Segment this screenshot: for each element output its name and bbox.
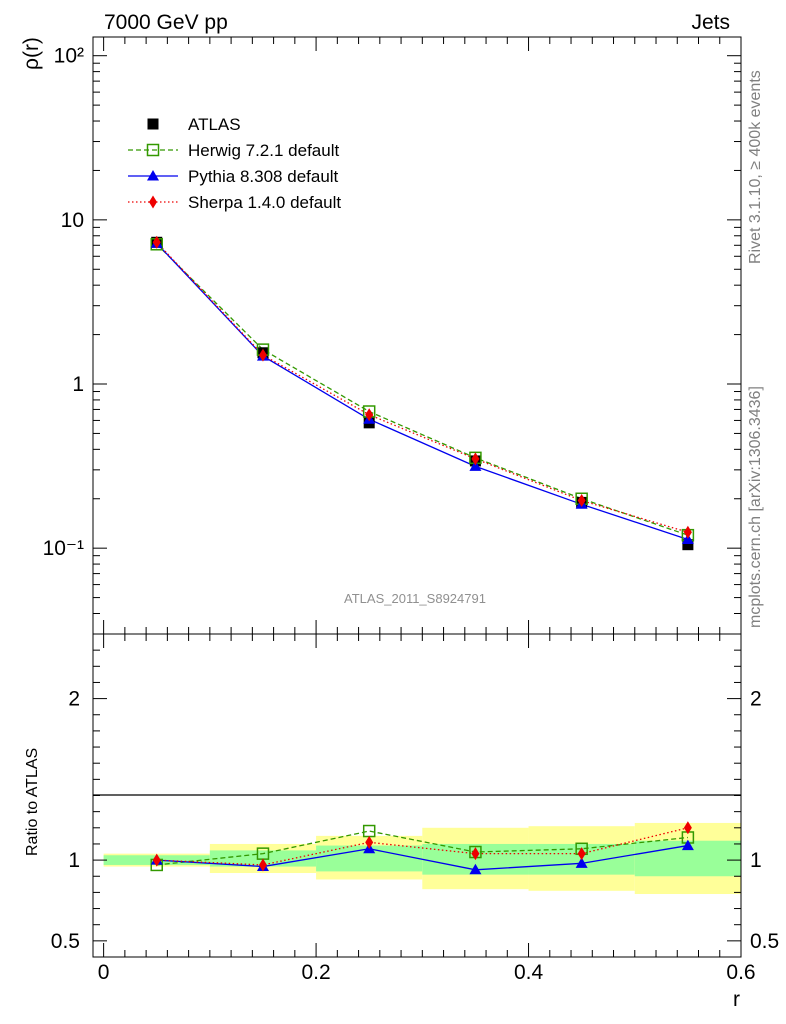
main-line-pythia bbox=[156, 242, 689, 541]
ratio-panel: Ratio to ATLAS 0.5 0.5 1 1 2 2 0 0.2 0.4 0.6 r bbox=[24, 633, 779, 1011]
ratio-line-sherpa bbox=[156, 827, 689, 866]
mcplots-source-label: mcplots.cern.ch [arXiv:1306.3436] bbox=[747, 386, 764, 628]
ratio-series-group bbox=[150, 821, 695, 875]
main-y-tick-label: 10² bbox=[54, 45, 84, 68]
main-y-tick-labels: 10⁻¹ 1 10 10² bbox=[43, 45, 84, 560]
main-series-group bbox=[150, 235, 695, 551]
main-point-sherpa bbox=[471, 452, 480, 466]
x-tick-labels: 0 0.2 0.4 0.6 bbox=[98, 961, 756, 984]
ratio-y-tick-label-right: 0.5 bbox=[750, 930, 779, 953]
ratio-panel-frame bbox=[92, 633, 742, 958]
legend-label-herwig: Herwig 7.2.1 default bbox=[188, 141, 339, 160]
ratio-point-sherpa bbox=[258, 858, 267, 872]
x-axis-label: r bbox=[733, 988, 740, 1011]
main-y-tick-label: 10 bbox=[61, 209, 84, 232]
main-point-sherpa bbox=[365, 408, 374, 422]
legend-marker-herwig bbox=[146, 143, 160, 157]
x-tick-label: 0 bbox=[98, 961, 110, 984]
analysis-watermark: ATLAS_2011_S8924791 bbox=[344, 591, 486, 606]
main-panel: ATLAS_2011_S8924791 ρ(r) 10⁻¹ 1 10 10² ATLA… bbox=[20, 36, 742, 635]
rivet-version-label: Rivet 3.1.10, ≥ 400k events bbox=[747, 70, 764, 264]
ratio-y-tick-label-right: 2 bbox=[750, 688, 762, 711]
ratio-point-pythia bbox=[681, 839, 694, 851]
header-left: 7000 GeV pp bbox=[104, 11, 228, 34]
main-point-atlas bbox=[682, 539, 694, 551]
ratio-y-tick-labels: 0.5 0.5 1 1 2 2 bbox=[51, 688, 779, 953]
ratio-point-sherpa bbox=[577, 847, 586, 861]
ratio-point-sherpa bbox=[683, 821, 692, 835]
main-point-sherpa bbox=[683, 525, 692, 539]
header-right: Jets bbox=[691, 11, 730, 34]
ratio-point-sherpa bbox=[152, 853, 161, 867]
legend-label-atlas: ATLAS bbox=[188, 115, 241, 134]
main-y-axis-label: ρ(r) bbox=[20, 37, 43, 70]
legend-marker-sherpa bbox=[149, 195, 157, 209]
main-y-tick-label: 1 bbox=[72, 373, 84, 396]
ratio-y-tick-label-right: 1 bbox=[750, 849, 762, 872]
ratio-point-sherpa bbox=[365, 835, 374, 849]
ratio-point-herwig bbox=[362, 824, 376, 838]
main-line-sherpa bbox=[156, 241, 689, 533]
ratio-panel-ticks bbox=[93, 634, 742, 957]
ratio-y-axis-label: Ratio to ATLAS bbox=[24, 748, 41, 856]
legend-marker-pythia bbox=[147, 170, 159, 181]
legend-label-sherpa: Sherpa 1.4.0 default bbox=[188, 193, 341, 212]
ratio-point-pythia bbox=[575, 857, 588, 868]
legend: ATLAS Herwig 7.2.1 default Pythia 8.308 de… bbox=[128, 115, 341, 212]
main-point-sherpa bbox=[258, 348, 267, 362]
main-panel-ticks bbox=[93, 37, 742, 635]
x-tick-label: 0.2 bbox=[301, 961, 330, 984]
x-tick-label: 0.6 bbox=[726, 961, 755, 984]
legend-marker-atlas bbox=[147, 118, 159, 130]
ratio-y-tick-label-left: 1 bbox=[68, 849, 80, 872]
ratio-y-tick-label-left: 2 bbox=[68, 688, 80, 711]
ratio-uncertainty-bands bbox=[103, 822, 741, 895]
main-point-sherpa bbox=[152, 235, 161, 249]
x-tick-label: 0.4 bbox=[514, 961, 544, 984]
ratio-line-pythia bbox=[156, 844, 688, 871]
main-line-herwig bbox=[156, 243, 689, 536]
main-point-pythia bbox=[469, 460, 482, 471]
main-point-sherpa bbox=[577, 494, 586, 508]
ratio-point-pythia bbox=[469, 863, 482, 875]
main-y-tick-label: 10⁻¹ bbox=[43, 537, 84, 560]
legend-label-pythia: Pythia 8.308 default bbox=[188, 167, 339, 186]
ratio-point-sherpa bbox=[471, 847, 480, 861]
ratio-y-tick-label-left: 0.5 bbox=[51, 930, 80, 953]
ratio-line-herwig bbox=[156, 830, 688, 866]
